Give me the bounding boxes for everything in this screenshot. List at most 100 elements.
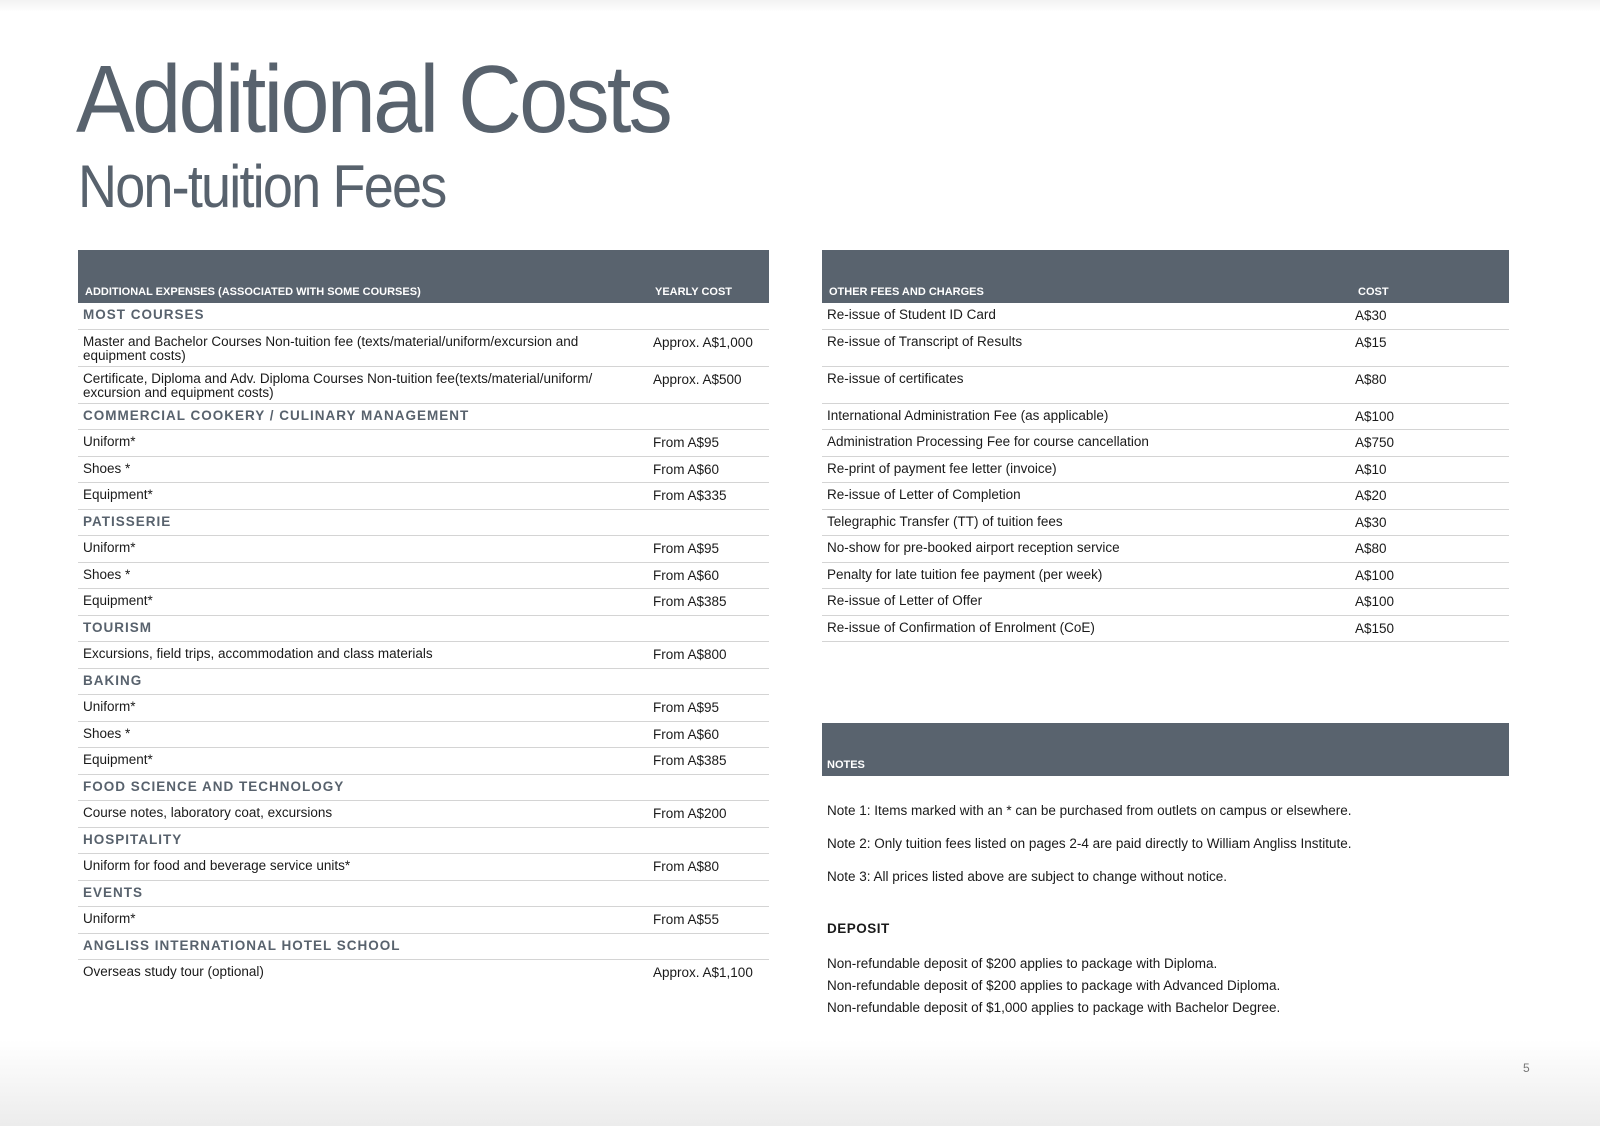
item-cost: From A$60 xyxy=(653,461,720,477)
table-header: ADDITIONAL EXPENSES (ASSOCIATED WITH SOM… xyxy=(78,250,769,303)
table-row: Equipment* From A$385 xyxy=(78,589,769,616)
table-row: No-show for pre-booked airport reception… xyxy=(822,536,1509,563)
item-label: Uniform* xyxy=(83,540,136,555)
item-cost: From A$80 xyxy=(653,859,720,874)
item-label: Equipment* xyxy=(83,752,153,767)
item-label: Uniform for food and beverage service un… xyxy=(83,858,351,873)
other-fees-table: OTHER FEES AND CHARGES COST Re-issue of … xyxy=(822,250,1509,642)
table-header: OTHER FEES AND CHARGES COST xyxy=(822,250,1509,303)
deposit-item: Non-refundable deposit of $1,000 applies… xyxy=(827,1000,1281,1015)
deposit-item: Non-refundable deposit of $200 applies t… xyxy=(827,978,1281,993)
column-header-expenses: ADDITIONAL EXPENSES (ASSOCIATED WITH SOM… xyxy=(85,286,421,298)
table-row: Re-issue of certificates A$80 xyxy=(822,367,1509,404)
item-cost: From A$335 xyxy=(653,488,727,503)
item-label: Uniform* xyxy=(83,434,136,449)
item-label: Course notes, laboratory coat, excursion… xyxy=(83,805,333,820)
item-cost: A$20 xyxy=(1355,488,1387,503)
item-cost: From A$95 xyxy=(653,541,720,556)
section-label: MOST COURSES xyxy=(83,307,205,322)
note-item: Note 1: Items marked with an * can be pu… xyxy=(827,803,1352,818)
item-label: Re-issue of Letter of Offer xyxy=(827,593,983,608)
notes-section: NOTES Note 1: Items marked with an * can… xyxy=(822,723,1509,1033)
item-label: Excursions, field trips, accommodation a… xyxy=(83,646,433,661)
table-row: Uniform* From A$95 xyxy=(78,430,769,457)
item-cost: From A$60 xyxy=(653,567,720,583)
page-subtitle: Non-tuition Fees xyxy=(78,153,447,220)
table-row: Certificate, Diploma and Adv. Diploma Co… xyxy=(78,367,769,404)
section-row: TOURISM xyxy=(78,616,769,642)
item-label: Telegraphic Transfer (TT) of tuition fee… xyxy=(827,513,1063,529)
section-row: PATISSERIE xyxy=(78,510,769,536)
section-label: HOSPITALITY xyxy=(83,831,183,847)
item-label: Equipment* xyxy=(83,593,153,608)
item-label: Master and Bachelor Courses Non-tuition … xyxy=(83,333,579,363)
section-row: BAKING xyxy=(78,669,769,695)
item-label: No-show for pre-booked airport reception… xyxy=(827,540,1120,555)
item-cost: A$750 xyxy=(1355,435,1395,450)
item-label: Uniform* xyxy=(83,911,136,926)
deposit-item: Non-refundable deposit of $200 applies t… xyxy=(827,956,1218,971)
table-row: International Administration Fee (as app… xyxy=(822,404,1509,430)
section-label: BAKING xyxy=(83,672,143,688)
table-row: Uniform* From A$55 xyxy=(78,907,769,934)
item-cost: A$30 xyxy=(1355,308,1387,323)
item-cost: A$100 xyxy=(1355,567,1395,583)
item-label: Shoes * xyxy=(83,725,131,741)
item-label: Shoes * xyxy=(83,566,131,582)
item-cost: A$150 xyxy=(1355,620,1395,636)
item-cost: From A$95 xyxy=(653,435,720,450)
item-label: Re-issue of Confirmation of Enrolment (C… xyxy=(827,619,1095,635)
item-label: Shoes * xyxy=(83,460,131,476)
table-row: Re-issue of Student ID Card A$30 xyxy=(822,303,1509,330)
section-row: COMMERCIAL COOKERY / CULINARY MANAGEMENT xyxy=(78,404,769,430)
item-cost: Approx. A$1,100 xyxy=(653,965,753,980)
item-cost: A$100 xyxy=(1355,408,1395,424)
item-label: Re-print of payment fee letter (invoice) xyxy=(827,460,1057,476)
item-cost: From A$800 xyxy=(653,647,727,662)
item-label: Re-issue of Transcript of Results xyxy=(827,333,1023,349)
note-item: Note 2: Only tuition fees listed on page… xyxy=(827,836,1352,851)
table-row: Administration Processing Fee for course… xyxy=(822,430,1509,457)
table-row: Course notes, laboratory coat, excursion… xyxy=(78,801,769,828)
table-row: Uniform* From A$95 xyxy=(78,695,769,722)
table-row: Shoes * From A$60 xyxy=(78,457,769,483)
item-label: Uniform* xyxy=(83,699,136,714)
item-cost: A$80 xyxy=(1355,371,1387,387)
item-cost: From A$385 xyxy=(653,753,727,768)
item-label: Equipment* xyxy=(83,487,153,502)
item-cost: A$80 xyxy=(1355,541,1387,556)
section-row: EVENTS xyxy=(78,881,769,907)
table-row: Overseas study tour (optional) Approx. A$… xyxy=(78,960,769,987)
additional-expenses-table: ADDITIONAL EXPENSES (ASSOCIATED WITH SOM… xyxy=(78,250,769,987)
item-cost: Approx. A$1,000 xyxy=(653,334,753,350)
table-row: Penalty for late tuition fee payment (pe… xyxy=(822,563,1509,589)
item-cost: A$15 xyxy=(1355,334,1387,350)
section-row: ANGLISS INTERNATIONAL HOTEL SCHOOL xyxy=(78,934,769,960)
table-row: Master and Bachelor Courses Non-tuition … xyxy=(78,330,769,367)
item-cost: A$100 xyxy=(1355,594,1395,609)
table-row: Re-print of payment fee letter (invoice)… xyxy=(822,457,1509,483)
section-label: COMMERCIAL COOKERY / CULINARY MANAGEMENT xyxy=(83,407,470,423)
page-title: Additional Costs xyxy=(76,46,673,153)
table-row: Telegraphic Transfer (TT) of tuition fee… xyxy=(822,510,1509,536)
section-label: EVENTS xyxy=(83,884,144,900)
item-cost: Approx. A$500 xyxy=(653,371,742,387)
table-row: Re-issue of Transcript of Results A$15 xyxy=(822,330,1509,367)
section-label: TOURISM xyxy=(83,619,153,635)
section-row: MOST COURSES xyxy=(78,303,769,330)
item-cost: From A$200 xyxy=(653,806,727,821)
section-row: FOOD SCIENCE AND TECHNOLOGY xyxy=(78,775,769,801)
item-label: Re-issue of Student ID Card xyxy=(827,307,996,322)
table-row: Shoes * From A$60 xyxy=(78,722,769,748)
item-cost: A$30 xyxy=(1355,514,1387,530)
column-header-yearly-cost: YEARLY COST xyxy=(655,286,733,298)
table-row: Equipment* From A$385 xyxy=(78,748,769,775)
item-cost: From A$95 xyxy=(653,700,720,715)
deposit-title: DEPOSIT xyxy=(827,921,890,936)
item-label: Re-issue of Letter of Completion xyxy=(827,487,1021,502)
note-item: Note 3: All prices listed above are subj… xyxy=(827,869,1227,884)
section-label: FOOD SCIENCE AND TECHNOLOGY xyxy=(83,778,345,794)
item-label: Certificate, Diploma and Adv. Diploma Co… xyxy=(83,370,593,400)
item-label: Penalty for late tuition fee payment (pe… xyxy=(827,566,1103,582)
item-cost: A$10 xyxy=(1355,461,1387,477)
